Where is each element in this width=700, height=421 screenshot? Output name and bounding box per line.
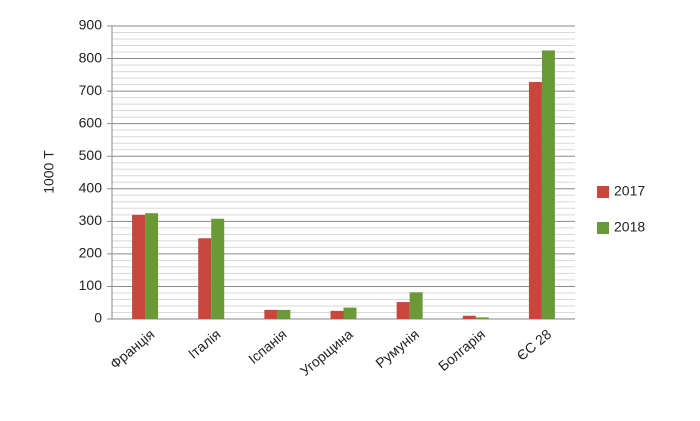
bar: [528, 81, 542, 320]
bar: [211, 218, 225, 319]
bar: [330, 310, 344, 319]
x-tick-label: Румунія: [372, 326, 422, 371]
y-tick-label: 100: [79, 277, 103, 293]
x-tick-label: Угорщина: [297, 326, 356, 379]
bar: [409, 292, 423, 319]
x-tick-label: Італія: [185, 326, 223, 362]
bar: [343, 307, 357, 319]
y-tick-label: 700: [79, 82, 103, 98]
y-axis-label: 1000 Т: [41, 150, 57, 194]
x-tick-label: Болгарія: [435, 326, 488, 374]
legend-label: 2017: [614, 183, 645, 199]
bar: [541, 50, 555, 320]
x-tick-label: Іспанія: [245, 326, 290, 367]
y-tick-label: 200: [79, 245, 103, 261]
y-tick-label: 800: [79, 49, 103, 65]
y-tick-label: 300: [79, 212, 103, 228]
bar: [264, 309, 278, 319]
bar: [396, 302, 410, 319]
y-tick-label: 600: [79, 114, 103, 130]
bar: [462, 315, 476, 319]
bar: [132, 214, 146, 319]
bar: [145, 213, 159, 319]
y-tick-label: 0: [94, 310, 102, 326]
bar: [277, 309, 291, 319]
y-tick-label: 400: [79, 179, 103, 195]
legend-swatch: [597, 222, 609, 234]
legend-swatch: [597, 186, 609, 198]
bar: [475, 317, 489, 319]
y-tick-label: 500: [79, 147, 103, 163]
x-tick-label: ЄС 28: [514, 326, 555, 364]
bar: [198, 238, 212, 319]
legend-label: 2018: [614, 219, 645, 235]
y-tick-label: 900: [79, 17, 103, 33]
x-tick-label: Франція: [107, 326, 158, 372]
